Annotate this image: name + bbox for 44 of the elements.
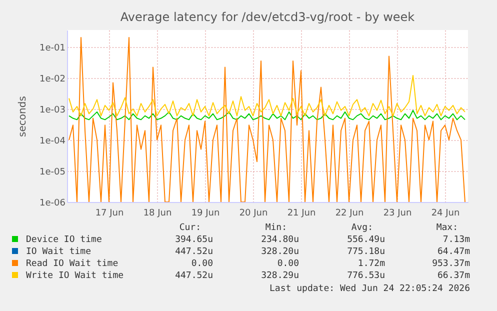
text: 0.00 <box>277 259 299 269</box>
y-tick-label: 1e-01 <box>40 43 66 54</box>
text: 394.65u <box>175 235 213 245</box>
legend-label: Write IO Wait time <box>26 271 124 281</box>
y-tick-label: 1e-02 <box>40 74 66 84</box>
text: 66.37m <box>437 271 470 281</box>
x-tick-label: 17 Jun <box>95 208 124 218</box>
y-tick-label: 1e-05 <box>40 167 66 178</box>
text: 7.13m <box>442 235 470 245</box>
text: 447.52u <box>175 247 213 257</box>
y-tick-label: 1e-06 <box>40 198 66 208</box>
line-series <box>68 110 466 120</box>
x-tick-label: 19 Jun <box>191 208 220 218</box>
x-tick-label: 21 Jun <box>287 208 316 218</box>
legend-label: IO Wait time <box>26 247 92 257</box>
legend-label: Device IO time <box>26 235 102 245</box>
y-axis-title: seconds <box>18 96 29 137</box>
text: 447.52u <box>175 271 213 281</box>
text: 234.80u <box>261 235 299 245</box>
text: Max: <box>436 223 458 233</box>
text: 556.49u <box>347 235 385 245</box>
line-series <box>68 74 466 116</box>
text: 776.53u <box>347 271 385 281</box>
text: 1.72m <box>358 259 385 269</box>
line-series <box>68 37 466 202</box>
legend-label: Read IO Wait time <box>26 259 118 269</box>
text: Last update: Wed Jun 24 22:05:24 2026 <box>270 284 470 294</box>
text: 64.47m <box>437 247 470 257</box>
text: 328.29u <box>261 271 299 281</box>
x-tick-label: 24 Jun <box>431 208 460 218</box>
x-tick-label: 20 Jun <box>239 208 268 218</box>
text: Min: <box>265 223 287 233</box>
text: 953.37m <box>432 259 470 269</box>
text: 0.00 <box>191 259 213 269</box>
y-tick-label: 1e-04 <box>40 136 66 146</box>
chart-title: Average latency for /dev/etcd3-vg/root - by week <box>120 10 415 24</box>
x-tick-label: 22 Jun <box>335 208 364 218</box>
text: 775.18u <box>347 247 385 257</box>
text: Cur: <box>179 223 201 233</box>
y-tick-label: 1e-03 <box>40 105 66 116</box>
x-tick-label: 18 Jun <box>143 208 172 218</box>
text: Avg: <box>351 223 373 233</box>
text: 328.20u <box>261 247 299 257</box>
x-tick-label: 23 Jun <box>383 208 412 218</box>
